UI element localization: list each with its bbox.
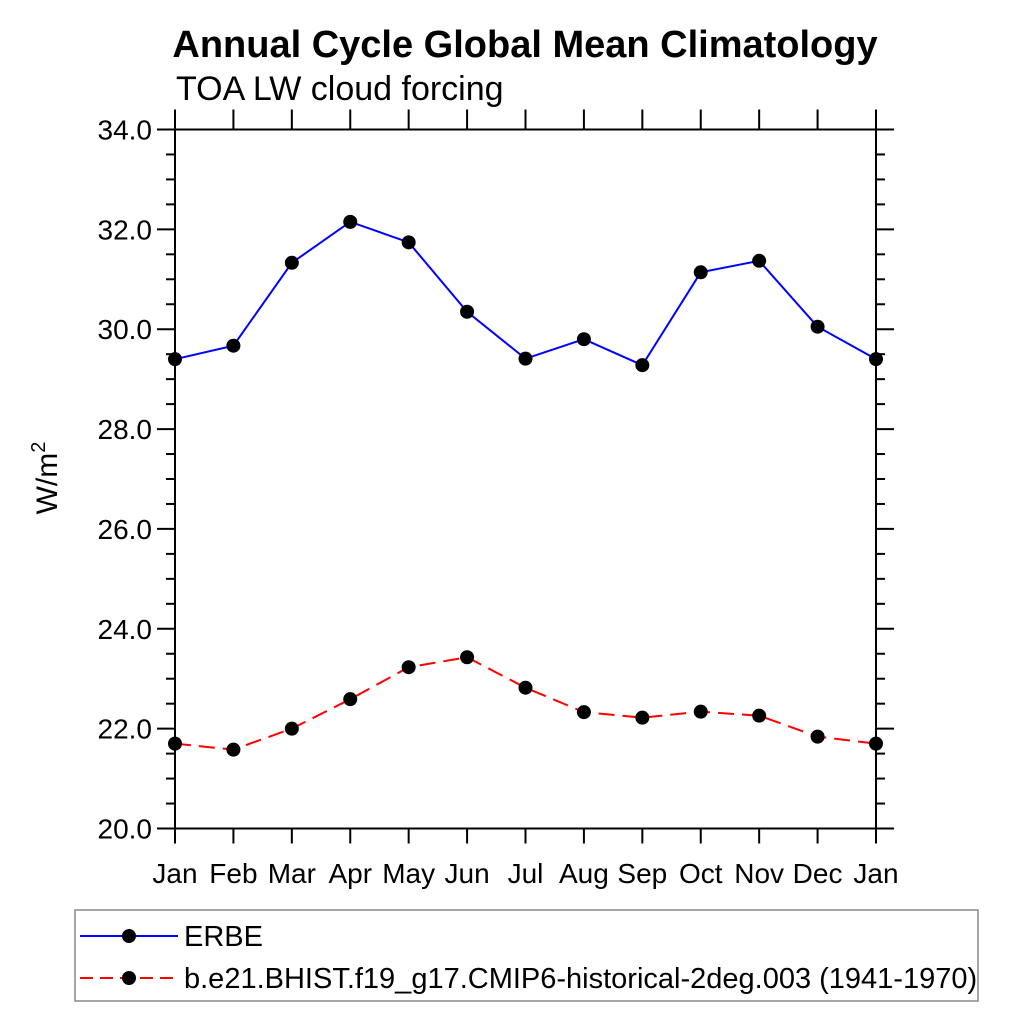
y-axis-label-exponent: 2 [28, 442, 50, 453]
data-point-marker [226, 742, 241, 757]
x-tick-label: Jun [445, 858, 490, 889]
data-point-marker [635, 358, 650, 373]
data-point-marker [226, 338, 241, 353]
x-tick-label: Sep [617, 858, 667, 889]
chart-subtitle: TOA LW cloud forcing [176, 70, 504, 108]
data-point-marker [168, 736, 182, 751]
x-tick-label: Jan [152, 858, 197, 889]
y-tick-label: 34.0 [98, 115, 153, 146]
x-tick-label: Jul [508, 858, 544, 889]
data-point-marker [693, 704, 708, 719]
data-point-marker [869, 352, 883, 367]
x-tick-label: Feb [209, 858, 257, 889]
data-point-marker [343, 214, 358, 229]
y-tick-label: 22.0 [98, 714, 153, 745]
y-axis-label: W/m2 [28, 442, 64, 515]
x-tick-label: Apr [328, 858, 372, 889]
data-point-marker [576, 705, 591, 720]
data-point-marker [869, 736, 883, 751]
y-tick-label: 20.0 [98, 814, 153, 845]
legend-label: ERBE [184, 921, 263, 953]
legend-marker-sample [122, 971, 136, 985]
data-point-marker [810, 319, 825, 334]
data-point-marker [810, 729, 825, 744]
legend-entry: b.e21.BHIST.f19_g17.CMIP6-historical-2de… [80, 963, 977, 995]
data-point-marker [343, 692, 358, 707]
data-point-marker [518, 680, 533, 695]
data-point-marker [401, 235, 416, 250]
data-point-marker [401, 660, 416, 675]
data-point-marker [460, 650, 475, 665]
data-point-marker [460, 304, 475, 319]
series-line-model [174, 656, 877, 751]
legend-entry: ERBE [80, 921, 263, 953]
data-point-marker [576, 332, 591, 347]
data-point-marker [284, 255, 299, 270]
x-tick-label: Dec [793, 858, 843, 889]
y-tick-label: 32.0 [98, 214, 153, 245]
data-point-marker [693, 265, 708, 280]
series-layer [168, 214, 883, 757]
chart-title: Annual Cycle Global Mean Climatology [172, 24, 877, 66]
y-tick-label: 28.0 [98, 414, 153, 445]
data-point-marker [752, 253, 767, 268]
x-tick-label: May [382, 858, 435, 889]
series-line-erbe [174, 220, 877, 367]
legend: ERBE b.e21.BHIST.f19_g17.CMIP6-historical… [74, 909, 979, 1002]
y-tick-label: 24.0 [98, 614, 153, 645]
data-point-marker [284, 721, 299, 736]
data-point-marker [168, 352, 182, 367]
x-tick-label: Aug [559, 858, 609, 889]
x-tick-label: Jan [853, 858, 898, 889]
data-point-marker [518, 351, 533, 366]
legend-label: b.e21.BHIST.f19_g17.CMIP6-historical-2de… [184, 963, 977, 995]
legend-entries: ERBE b.e21.BHIST.f19_g17.CMIP6-historical… [80, 921, 977, 995]
data-point-marker [752, 708, 767, 723]
data-point-marker [635, 710, 650, 725]
y-tick-label: 26.0 [98, 514, 153, 545]
y-tick-label: 30.0 [98, 314, 153, 345]
x-tick-label: Oct [679, 858, 723, 889]
axes-layer: 20.0 22.0 24.0 26.0 28.0 30.0 32.0 34.0 Jan Feb Ma… [98, 109, 899, 889]
legend-marker-sample [122, 929, 136, 943]
legend-frame [74, 909, 979, 1002]
plot-frame [174, 128, 877, 830]
x-tick-label: Nov [734, 858, 784, 889]
x-tick-label: Mar [268, 858, 316, 889]
y-axis-label-base: W/m [31, 453, 64, 515]
